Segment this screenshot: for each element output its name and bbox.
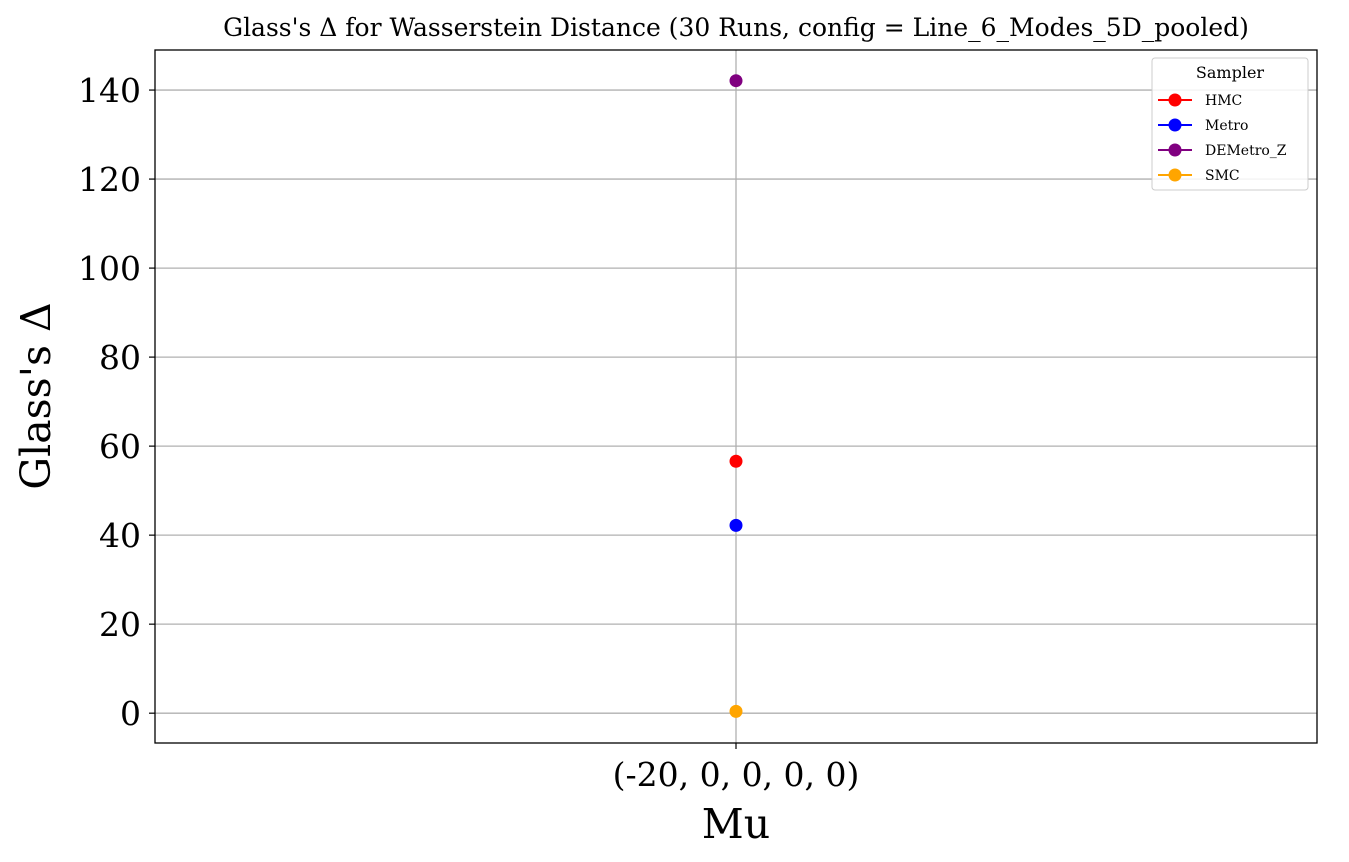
y-tick-label: 100 bbox=[78, 249, 141, 288]
y-tick-label: 40 bbox=[99, 516, 141, 555]
legend-marker bbox=[1168, 168, 1182, 182]
y-axis-label: Glass's Δ bbox=[12, 302, 60, 489]
legend-label: DEMetro_Z bbox=[1205, 143, 1287, 159]
legend-label: SMC bbox=[1205, 168, 1240, 184]
x-axis-label: Mu bbox=[702, 800, 770, 848]
legend-marker bbox=[1168, 118, 1182, 132]
legend-entry: SMC bbox=[1158, 168, 1240, 184]
grid bbox=[155, 50, 1317, 743]
y-tick-label: 60 bbox=[99, 427, 141, 466]
y-tick-label: 80 bbox=[99, 338, 141, 377]
legend-entry: Metro bbox=[1158, 118, 1248, 134]
data-point-metro bbox=[729, 518, 743, 532]
legend-title: Sampler bbox=[1196, 63, 1265, 82]
x-axis: (-20, 0, 0, 0, 0) bbox=[613, 743, 860, 794]
legend-marker bbox=[1168, 143, 1182, 157]
y-tick-label: 0 bbox=[120, 694, 141, 733]
legend-label: HMC bbox=[1205, 93, 1242, 109]
data-point-demetro-z bbox=[729, 74, 743, 88]
y-axis: 0 20 40 60 80 100 120 140 bbox=[78, 71, 155, 733]
chart-title: Glass's Δ for Wasserstein Distance (30 R… bbox=[223, 13, 1249, 42]
y-tick-label: 140 bbox=[78, 71, 141, 110]
legend-entry: HMC bbox=[1158, 93, 1242, 109]
legend: Sampler HMC Metro DEMetro_Z SMC bbox=[1151, 57, 1309, 191]
legend-box bbox=[1151, 57, 1309, 191]
data-point-hmc bbox=[729, 454, 743, 468]
y-tick-label: 120 bbox=[78, 160, 141, 199]
x-tick-label: (-20, 0, 0, 0, 0) bbox=[613, 755, 860, 794]
legend-label: Metro bbox=[1205, 118, 1248, 134]
y-tick-label: 20 bbox=[99, 605, 141, 644]
legend-marker bbox=[1168, 93, 1182, 107]
data-points bbox=[729, 74, 743, 718]
legend-entry: DEMetro_Z bbox=[1158, 143, 1287, 159]
data-point-smc bbox=[729, 704, 743, 718]
